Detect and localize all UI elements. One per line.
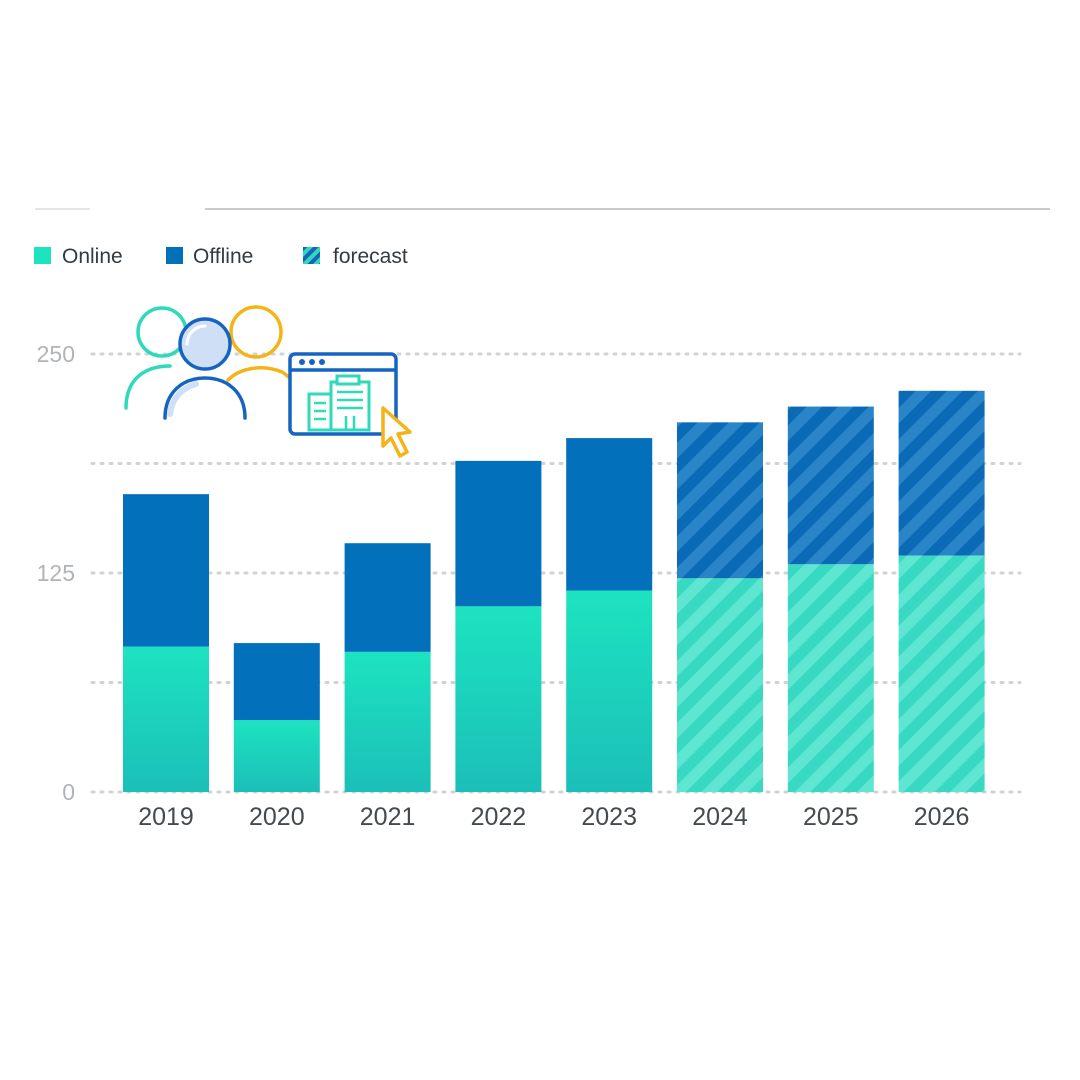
people-group-icon	[124, 305, 302, 420]
y-tick-label: 250	[37, 341, 75, 367]
bar-offline-2025[interactable]	[787, 406, 874, 565]
bar-online-2023[interactable]	[566, 590, 653, 792]
x-tick-label: 2025	[803, 803, 859, 831]
bar-online-2026[interactable]	[898, 555, 985, 792]
gridlines	[90, 352, 1022, 794]
bar-online-2022[interactable]	[455, 606, 542, 792]
bar-online-2019[interactable]	[123, 646, 209, 792]
legend-swatch-offline	[166, 247, 183, 264]
bar-online-2021[interactable]	[344, 651, 431, 792]
bar-offline-2022[interactable]	[455, 460, 542, 607]
bar-offline-2019[interactable]	[123, 494, 209, 647]
bar-online-2020[interactable]	[233, 720, 320, 792]
legend-label-offline: Offline	[193, 245, 253, 268]
illustration	[124, 305, 412, 458]
y-axis-ticks: 0 125 250	[37, 341, 75, 805]
cursor-icon	[381, 406, 412, 458]
legend: Online Offline forecast	[34, 245, 408, 268]
y-tick-label: 0	[62, 779, 75, 805]
bar-online-2024[interactable]	[677, 578, 763, 792]
legend-item-forecast[interactable]: forecast	[303, 245, 408, 268]
bars	[123, 390, 985, 792]
legend-item-online[interactable]: Online	[34, 245, 123, 268]
bar-offline-2024[interactable]	[677, 422, 763, 579]
x-tick-label: 2024	[692, 803, 748, 831]
bar-offline-2021[interactable]	[344, 543, 431, 652]
x-tick-label: 2023	[581, 803, 637, 831]
bar-offline-2020[interactable]	[233, 643, 320, 721]
building-browser-icon	[288, 352, 398, 436]
bar-offline-2023[interactable]	[566, 438, 653, 591]
legend-label-online: Online	[62, 245, 123, 268]
y-tick-label: 125	[37, 560, 75, 586]
x-tick-label: 2021	[360, 803, 416, 831]
x-tick-label: 2020	[249, 803, 305, 831]
legend-item-offline[interactable]: Offline	[166, 245, 253, 268]
x-tick-label: 2019	[138, 803, 194, 831]
x-tick-label: 2022	[471, 803, 527, 831]
bar-offline-2026[interactable]	[898, 390, 985, 556]
legend-label-forecast: forecast	[333, 245, 408, 268]
x-axis-labels: 2019 2020 2021 2022 2023 2024 2025 2026	[138, 803, 969, 831]
x-tick-label: 2026	[914, 803, 970, 831]
bar-online-2025[interactable]	[787, 564, 874, 792]
legend-swatch-forecast	[303, 247, 320, 264]
legend-swatch-online	[34, 247, 51, 264]
